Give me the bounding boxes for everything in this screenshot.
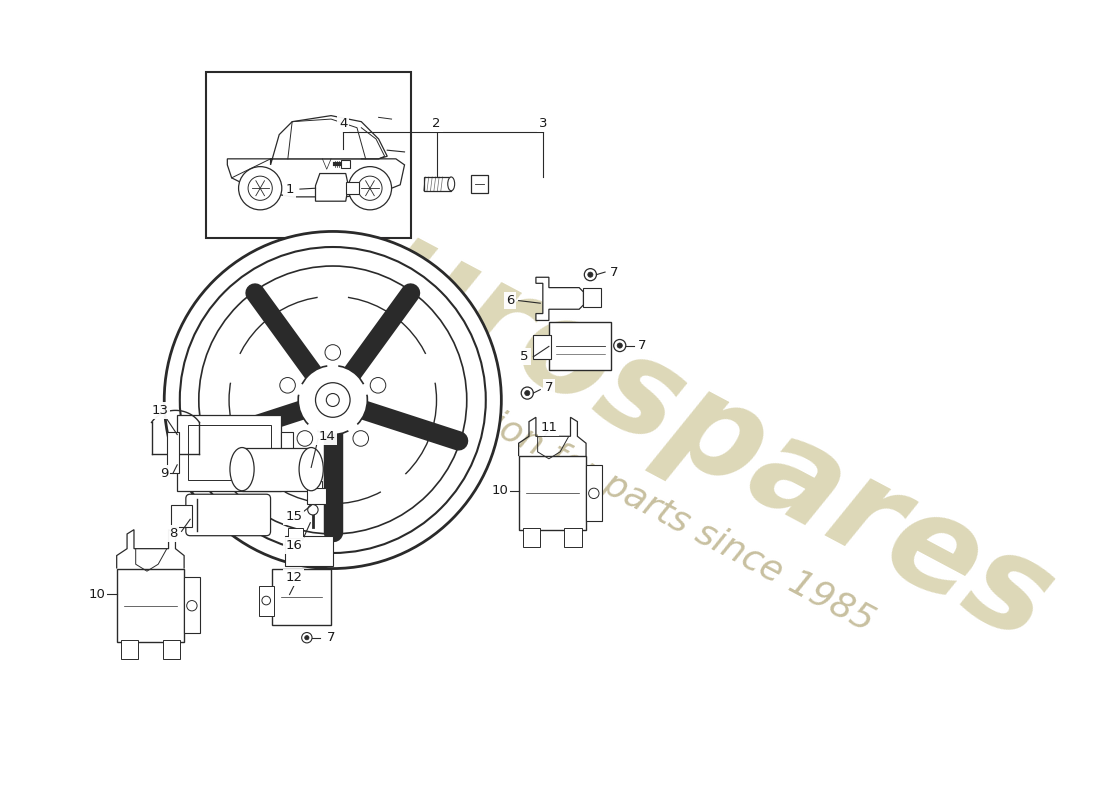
Ellipse shape — [353, 430, 369, 446]
Polygon shape — [343, 415, 417, 507]
Circle shape — [584, 269, 596, 281]
Text: 13: 13 — [152, 404, 168, 417]
Ellipse shape — [230, 447, 254, 490]
Bar — [288, 528, 304, 538]
Circle shape — [301, 633, 312, 643]
Circle shape — [187, 601, 197, 611]
Ellipse shape — [448, 177, 454, 191]
Bar — [280, 432, 293, 474]
Bar — [167, 432, 179, 474]
Circle shape — [588, 488, 600, 498]
Text: 7: 7 — [327, 631, 336, 644]
Text: 6: 6 — [506, 294, 514, 307]
Circle shape — [617, 343, 623, 348]
Text: 10: 10 — [492, 484, 508, 498]
Bar — [273, 569, 331, 625]
Circle shape — [358, 176, 382, 200]
Ellipse shape — [179, 247, 486, 553]
Text: 16: 16 — [286, 538, 302, 552]
Text: 7: 7 — [638, 339, 647, 352]
Circle shape — [308, 505, 318, 515]
Bar — [564, 528, 582, 547]
Bar — [518, 456, 586, 530]
Text: 5: 5 — [520, 350, 529, 363]
Ellipse shape — [199, 266, 466, 534]
Text: 12: 12 — [285, 570, 303, 584]
Bar — [345, 182, 359, 194]
Bar — [188, 425, 271, 480]
FancyBboxPatch shape — [186, 494, 271, 536]
Ellipse shape — [324, 345, 341, 360]
Circle shape — [587, 272, 593, 278]
Polygon shape — [213, 347, 314, 396]
Bar — [307, 488, 326, 504]
Ellipse shape — [371, 378, 386, 393]
Text: 10: 10 — [88, 588, 106, 601]
Text: 8: 8 — [168, 527, 177, 541]
Ellipse shape — [299, 447, 323, 490]
Polygon shape — [536, 278, 583, 321]
Ellipse shape — [164, 231, 502, 569]
Polygon shape — [228, 159, 405, 197]
Circle shape — [614, 339, 626, 351]
Bar — [260, 586, 274, 616]
Polygon shape — [249, 415, 322, 507]
Ellipse shape — [279, 378, 296, 393]
Polygon shape — [316, 279, 350, 378]
Bar — [534, 335, 551, 359]
Text: 7: 7 — [609, 266, 618, 278]
Bar — [311, 482, 321, 488]
Bar — [163, 640, 179, 659]
Circle shape — [305, 635, 309, 640]
Text: 2: 2 — [432, 117, 441, 130]
Polygon shape — [271, 116, 387, 165]
Polygon shape — [352, 347, 452, 396]
Circle shape — [521, 387, 534, 399]
Ellipse shape — [229, 296, 437, 504]
Text: 14: 14 — [318, 430, 336, 443]
Ellipse shape — [316, 382, 350, 418]
Bar — [285, 536, 333, 566]
Bar — [177, 414, 280, 490]
Text: 9: 9 — [160, 467, 168, 480]
Circle shape — [262, 596, 271, 605]
Circle shape — [525, 390, 530, 396]
Bar — [117, 569, 184, 642]
Bar — [184, 577, 200, 634]
Circle shape — [239, 166, 282, 210]
Text: 1: 1 — [285, 182, 294, 195]
Bar — [586, 465, 602, 521]
Bar — [242, 447, 311, 490]
Circle shape — [249, 176, 273, 200]
Bar — [341, 160, 350, 168]
Text: 3: 3 — [539, 117, 547, 130]
Bar — [121, 640, 139, 659]
Ellipse shape — [327, 394, 339, 406]
Bar — [522, 528, 540, 547]
Text: 4: 4 — [339, 117, 348, 130]
Bar — [471, 175, 488, 193]
Bar — [583, 288, 601, 306]
Ellipse shape — [298, 366, 367, 434]
Bar — [206, 71, 410, 238]
Text: a passion for parts since 1985: a passion for parts since 1985 — [382, 352, 880, 638]
Bar — [424, 177, 451, 191]
Text: 15: 15 — [285, 510, 303, 523]
Polygon shape — [316, 174, 349, 201]
Bar — [549, 322, 612, 370]
Text: eurospares: eurospares — [276, 166, 1072, 670]
Bar — [172, 505, 191, 527]
Text: 11: 11 — [540, 421, 558, 434]
Ellipse shape — [297, 430, 312, 446]
Text: 7: 7 — [544, 381, 553, 394]
Circle shape — [349, 166, 392, 210]
